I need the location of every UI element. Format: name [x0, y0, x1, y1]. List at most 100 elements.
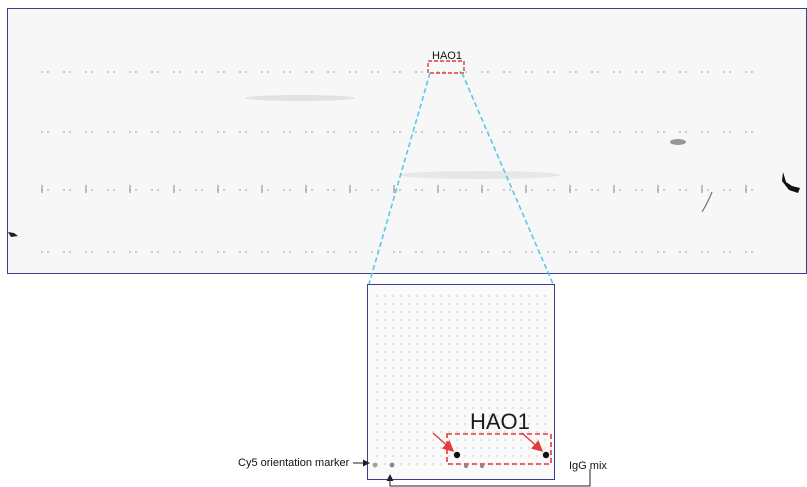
zoom-spot: [463, 310, 467, 314]
zoom-spot: [543, 366, 547, 370]
zoom-spot: [471, 358, 475, 362]
zoom-spot: [415, 358, 419, 362]
zoom-spot: [455, 342, 459, 346]
zoom-spot: [423, 350, 427, 354]
zoom-spot: [439, 294, 443, 298]
zoom-spot: [383, 446, 387, 450]
array-spot: [311, 131, 313, 133]
zoom-spot: [495, 414, 499, 418]
zoom-spot: [519, 358, 523, 362]
array-spot: [685, 189, 687, 191]
array-spot: [751, 189, 753, 191]
red-arrow-left: [432, 432, 455, 452]
zoom-spot: [519, 302, 523, 306]
zoom-spot: [535, 454, 539, 458]
zoom-spot: [495, 374, 499, 378]
array-spot: [91, 189, 93, 191]
array-spot: [179, 71, 181, 73]
zoom-spot: [407, 366, 411, 370]
zoom-spot: [415, 398, 419, 402]
zoom-spot: [415, 462, 419, 466]
zoom-spot: [415, 406, 419, 410]
zoom-spot: [431, 406, 435, 410]
array-spot: [503, 251, 505, 253]
array-spot: [465, 251, 467, 253]
zoom-spot: [471, 454, 475, 458]
array-spot: [751, 71, 753, 73]
zoom-spot: [463, 438, 467, 442]
array-spot: [421, 71, 423, 73]
array-spot: [63, 251, 65, 253]
zoom-spot: [543, 374, 547, 378]
array-spot: [591, 71, 593, 73]
zoom-spot: [375, 310, 379, 314]
zoom-spot: [399, 422, 403, 426]
zoom-spot: [447, 302, 451, 306]
zoom-spot: [391, 430, 395, 434]
array-spot: [129, 251, 131, 253]
hao1-highlight-box-small: [427, 60, 465, 74]
zoom-spot: [423, 334, 427, 338]
zoom-spot: [543, 294, 547, 298]
zoom-spot: [463, 326, 467, 330]
zoom-spot: [511, 414, 515, 418]
array-spot: [69, 189, 71, 191]
array-spot: [107, 71, 109, 73]
zoom-spot: [399, 310, 403, 314]
zoom-spot: [463, 334, 467, 338]
igg-bracket-arrow: [386, 469, 591, 487]
zoom-spot: [463, 414, 467, 418]
array-spot: [503, 189, 505, 191]
zoom-spot: [407, 350, 411, 354]
zoom-spot: [455, 350, 459, 354]
array-spot: [283, 251, 285, 253]
zoom-spot: [439, 406, 443, 410]
array-spot: [723, 189, 725, 191]
array-spot: [591, 189, 593, 191]
array-spot: [151, 251, 153, 253]
zoom-spot: [391, 358, 395, 362]
zoom-spot: [519, 342, 523, 346]
zoom-spot: [511, 294, 515, 298]
zoom-spot: [383, 302, 387, 306]
array-spot: [421, 131, 423, 133]
zoom-spot: [447, 422, 451, 426]
zoom-spot: [423, 382, 427, 386]
zoom-spot: [487, 310, 491, 314]
array-spot: [487, 71, 489, 73]
zoom-spot: [391, 366, 395, 370]
zoom-spot: [399, 446, 403, 450]
array-spot: [267, 71, 269, 73]
zoom-spot: [471, 350, 475, 354]
zoom-spot: [487, 438, 491, 442]
zoom-spot: [503, 414, 507, 418]
zoom-spot: [471, 302, 475, 306]
zoom-spot: [447, 454, 451, 458]
array-spot: [393, 71, 395, 73]
array-spot: [619, 71, 621, 73]
zoom-spot: [471, 318, 475, 322]
zoom-spot: [455, 438, 459, 442]
zoom-spot: [463, 294, 467, 298]
zoom-spot: [471, 390, 475, 394]
zoom-spot: [519, 446, 523, 450]
array-spot: [173, 71, 175, 73]
zoom-spot: [431, 358, 435, 362]
zoom-spot: [447, 398, 451, 402]
zoom-spot: [399, 334, 403, 338]
zoom-spot: [503, 390, 507, 394]
array-spot: [371, 251, 373, 253]
zoom-spot: [439, 334, 443, 338]
array-spot: [201, 251, 203, 253]
array-spot: [707, 251, 709, 253]
zoom-spot: [439, 310, 443, 314]
cy5-orientation-marker-label: Cy5 orientation marker: [238, 457, 350, 469]
array-spot: [261, 71, 263, 73]
array-spot: [47, 189, 49, 191]
zoom-spot: [511, 438, 515, 442]
zoom-spot: [431, 446, 435, 450]
array-spot: [305, 71, 307, 73]
zoom-spot: [391, 350, 395, 354]
hao1-label-large: HAO1: [470, 409, 530, 434]
array-spot: [707, 71, 709, 73]
